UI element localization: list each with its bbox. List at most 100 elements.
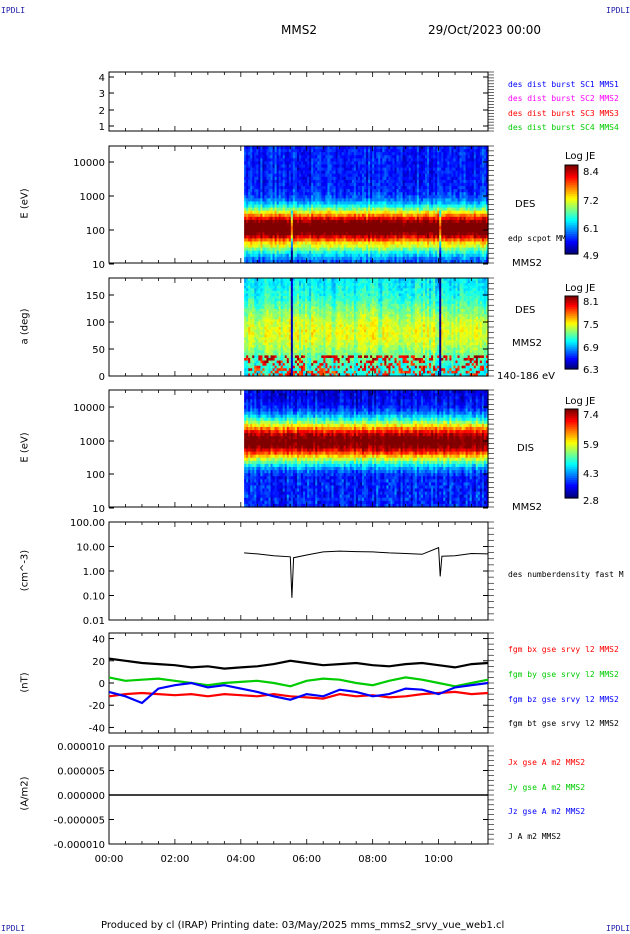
des-spectrogram-cell (244, 235, 247, 239)
des-spectrogram-cell (294, 186, 298, 190)
des-spectrogram-cell (290, 201, 294, 206)
des-spectrogram-cell (388, 256, 392, 261)
des-spectrogram-cell (347, 222, 351, 227)
des-spectrogram-cell (298, 259, 302, 264)
des-spectrogram-cell (337, 259, 341, 264)
des-spectrogram-cell (345, 210, 349, 215)
des-spectrogram-cell (347, 152, 351, 156)
des-spectrogram-cell (301, 253, 304, 258)
des-spectrogram-cell (276, 176, 280, 181)
des-spectrogram-cell (278, 204, 282, 209)
des-spectrogram-cell (319, 256, 322, 261)
des-spectrogram-cell (311, 198, 314, 203)
des-spectrogram-cell (321, 207, 324, 212)
des-spectrogram-cell (378, 173, 381, 178)
des-spectrogram-cell (372, 186, 375, 190)
des-spectrogram-cell (274, 235, 278, 239)
des-spectrogram-cell (353, 229, 357, 233)
des-spectrogram-cell (276, 247, 280, 252)
des-spectrogram-cell (296, 164, 300, 169)
des-spectrogram-cell (264, 155, 268, 159)
des-spectrogram-cell (315, 250, 318, 255)
des-spectrogram-cell (378, 232, 381, 236)
des-spectrogram-cell (335, 259, 339, 264)
des-spectrogram-cell (319, 189, 322, 193)
des-spectrogram-cell (264, 238, 268, 243)
des-spectrogram-cell (278, 170, 282, 175)
des-spectrogram-cell (390, 152, 394, 156)
des-spectrogram-cell (250, 229, 253, 233)
des-spectrogram-cell (335, 244, 339, 249)
des-spectrogram-cell (294, 155, 298, 159)
des-spectrogram-cell (317, 213, 320, 218)
des-spectrogram-cell (325, 229, 329, 233)
des-spectrogram-cell (309, 176, 312, 181)
des-spectrogram-cell (305, 170, 308, 175)
des-spectrogram-cell (262, 235, 266, 239)
des-spectrogram-cell (315, 192, 318, 196)
des-spectrogram-cell (343, 229, 347, 233)
des-spectrogram-cell (305, 204, 308, 209)
des-spectrogram-cell (307, 210, 310, 215)
des-spectrogram-cell (357, 155, 361, 159)
des-spectrogram-cell (262, 244, 266, 249)
des-spectrogram-cell (343, 232, 347, 236)
des-spectrogram-cell (309, 235, 312, 239)
des-spectrogram-cell (296, 161, 300, 166)
des-spectrogram-cell (262, 207, 266, 212)
des-spectrogram-cell (254, 213, 257, 218)
des-spectrogram-cell (319, 146, 322, 150)
des-spectrogram-cell (266, 241, 270, 246)
des-spectrogram-cell (382, 238, 385, 243)
des-spectrogram-cell (327, 219, 331, 224)
des-spectrogram-cell (272, 170, 276, 175)
des-spectrogram-cell (357, 204, 361, 209)
des-spectrogram-cell (278, 173, 282, 178)
des-spectrogram-cell (390, 182, 394, 187)
des-spectrogram-cell (355, 158, 359, 162)
des-spectrogram-cell (323, 232, 327, 236)
des-spectrogram-cell (355, 244, 359, 249)
des-spectrogram-cell (333, 186, 337, 190)
des-spectrogram-cell (305, 238, 308, 243)
des-spectrogram-cell (355, 259, 359, 264)
des-spectrogram-cell (329, 201, 333, 206)
des-spectrogram-cell (382, 195, 385, 199)
des-spectrogram-cell (339, 152, 343, 156)
des-spectrogram-cell (357, 250, 361, 255)
des-spectrogram-cell (246, 192, 249, 196)
des-spectrogram-cell (250, 170, 253, 175)
des-spectrogram-cell (372, 161, 375, 166)
des-spectrogram-cell (390, 164, 394, 169)
des-spectrogram-cell (368, 192, 371, 196)
des-spectrogram-cell (364, 164, 367, 169)
des-spectrogram-cell (368, 167, 371, 172)
des-spectrogram-cell (353, 213, 357, 218)
des-spectrogram-cell (366, 207, 369, 212)
des-spectrogram-cell (276, 152, 280, 156)
des-spectrogram-cell (252, 152, 255, 156)
des-spectrogram-cell (345, 173, 349, 178)
des-spectrogram-cell (380, 179, 383, 184)
des-spectrogram-cell (270, 222, 274, 227)
des-spectrogram-cell (252, 256, 255, 261)
des-spectrogram-cell (372, 204, 375, 209)
des-spectrogram-cell (303, 146, 306, 150)
des-spectrogram-cell (248, 247, 251, 252)
des-spectrogram-cell (376, 173, 379, 178)
des-spectrogram-cell (349, 238, 353, 243)
des-spectrogram-cell (359, 149, 363, 153)
des-spectrogram-cell (307, 207, 310, 212)
cb3-tick-1: 5.9 (583, 440, 599, 451)
des-spectrogram-cell (364, 244, 367, 249)
des-spectrogram-cell (274, 259, 278, 264)
des-spectrogram-cell (343, 222, 347, 227)
des-spectrogram-cell (270, 232, 274, 236)
des-spectrogram-cell (380, 238, 383, 243)
des-spectrogram-cell (319, 198, 322, 203)
des-spectrogram-cell (305, 250, 308, 255)
des-spectrogram-cell (266, 186, 270, 190)
des-spectrogram-cell (359, 155, 363, 159)
des-spectrogram-cell (311, 201, 314, 206)
des-spectrogram-cell (321, 238, 324, 243)
